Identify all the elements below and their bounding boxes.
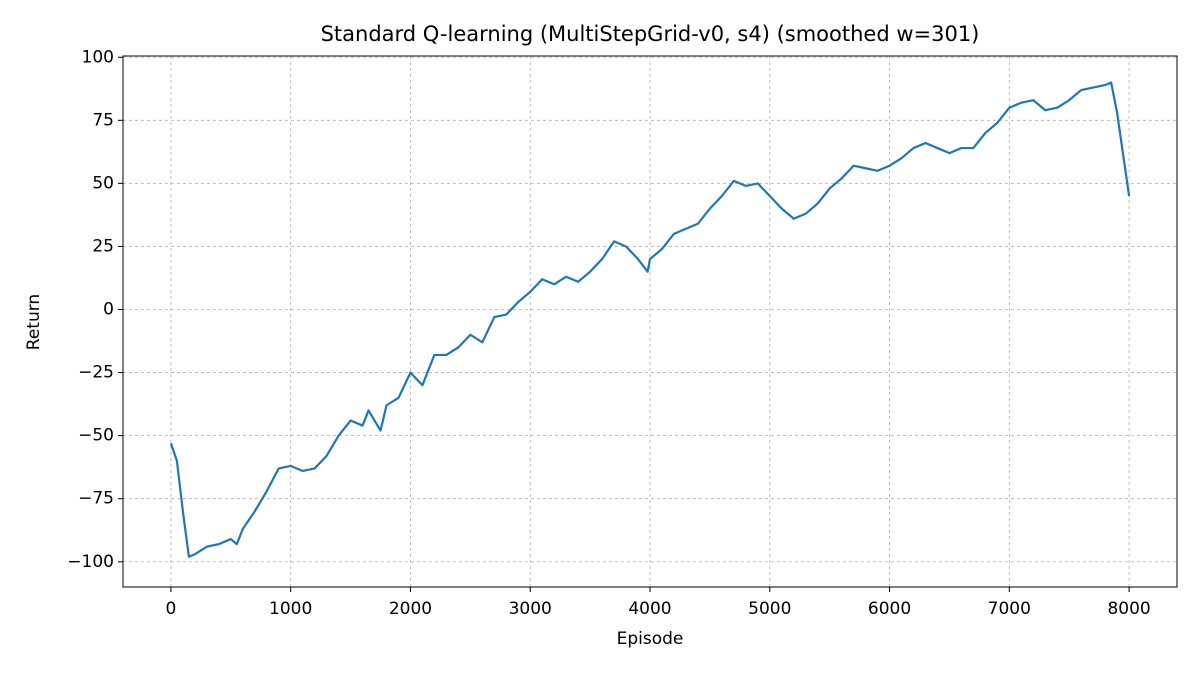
plot-frame: [122, 55, 1178, 588]
x-tick-label: 7000: [988, 599, 1031, 619]
chart-title: Standard Q-learning (MultiStepGrid-v0, s…: [321, 22, 980, 46]
y-axis-label: Return: [24, 294, 44, 350]
x-tick-label: 8000: [1107, 599, 1150, 619]
x-tick-label: 3000: [509, 599, 552, 619]
x-axis-label: Episode: [617, 629, 684, 649]
y-tick-label: 75: [92, 110, 114, 130]
y-tick-label: −100: [67, 552, 114, 572]
x-tick-label: 0: [165, 599, 176, 619]
y-tick-label: −50: [78, 426, 114, 446]
y-tick-label: 0: [103, 300, 114, 320]
y-tick-label: 50: [92, 173, 114, 193]
x-tick-label: 2000: [389, 599, 432, 619]
x-tick-label: 1000: [269, 599, 312, 619]
x-tick-label: 5000: [748, 599, 791, 619]
line-series: [169, 81, 1131, 558]
y-tick-label: −75: [78, 489, 114, 509]
y-tick-label: 25: [92, 236, 114, 256]
y-tick-label: 100: [82, 47, 114, 67]
x-tick-label: 4000: [628, 599, 671, 619]
x-tick-label: 6000: [868, 599, 911, 619]
y-tick-label: −25: [78, 363, 114, 383]
